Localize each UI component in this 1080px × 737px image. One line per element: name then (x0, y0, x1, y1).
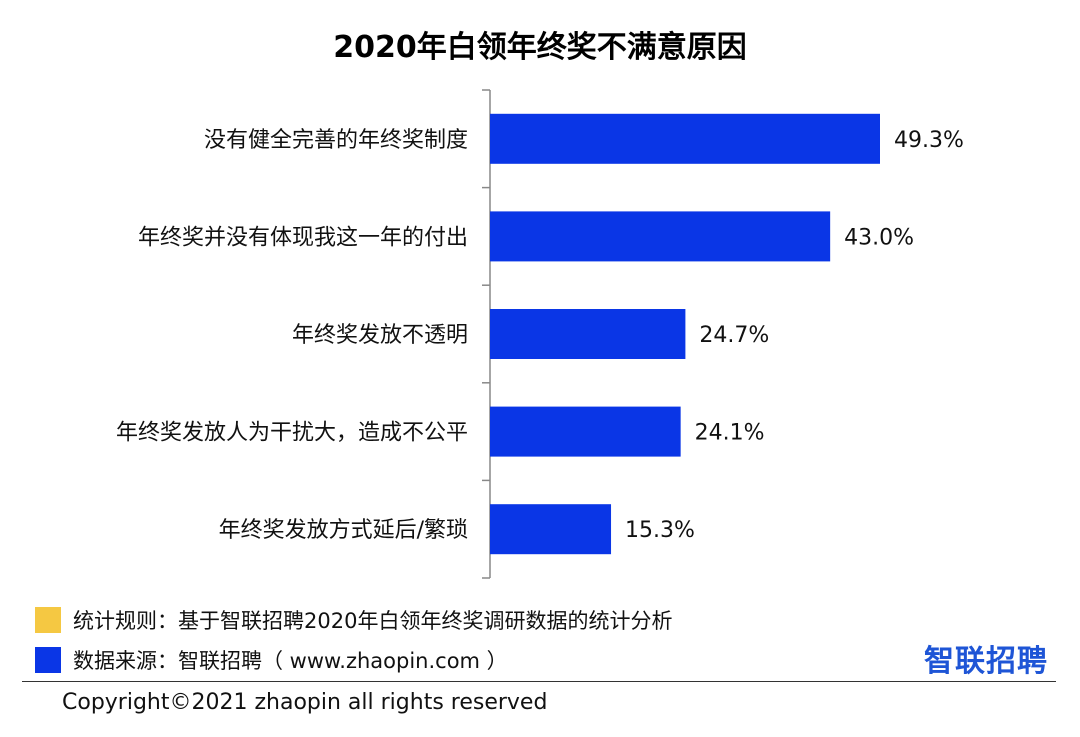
value-label: 24.1% (695, 421, 765, 446)
bar (490, 113, 880, 164)
copyright-text: Copyright©2021 zhaopin all rights reserv… (62, 690, 548, 715)
category-label: 没有健全完善的年终奖制度 (204, 128, 468, 153)
value-label: 15.3% (625, 518, 695, 543)
legend-source-text: 数据来源：智联招聘（ www.zhaopin.com ） (73, 649, 508, 673)
axis (482, 89, 491, 579)
footer-divider (22, 681, 1056, 682)
legend-rule-text: 统计规则：基于智联招聘2020年白领年终奖调研数据的统计分析 (73, 609, 673, 633)
legend-source: 数据来源：智联招聘（ www.zhaopin.com ） (35, 646, 508, 674)
value-label: 43.0% (844, 225, 914, 250)
bar (490, 211, 831, 262)
bar (490, 309, 686, 359)
category-label: 年终奖发放方式延后/繁琐 (219, 518, 468, 543)
legend-swatch-yellow (35, 607, 61, 633)
category-labels: 没有健全完善的年终奖制度年终奖并没有体现我这一年的付出年终奖发放不透明年终奖发放… (116, 128, 468, 543)
legend-rule: 统计规则：基于智联招聘2020年白领年终奖调研数据的统计分析 (35, 606, 672, 634)
bar-chart: 没有健全完善的年终奖制度年终奖并没有体现我这一年的付出年终奖发放不透明年终奖发放… (116, 89, 964, 579)
value-labels: 49.3% 43.0% 24.7% 24.1% 15.3% (625, 128, 964, 543)
legend-swatch-blue (35, 647, 61, 673)
brand-logo: 智联招聘 (924, 644, 1048, 679)
chart-title: 2020年白领年终奖不满意原因 (333, 30, 747, 65)
value-label: 49.3% (894, 128, 964, 153)
value-label: 24.7% (699, 323, 769, 348)
category-label: 年终奖并没有体现我这一年的付出 (138, 225, 468, 250)
bar (490, 504, 612, 555)
category-label: 年终奖发放人为干扰大，造成不公平 (116, 421, 468, 446)
bar (490, 406, 681, 457)
bars (490, 113, 880, 555)
category-label: 年终奖发放不透明 (292, 323, 468, 348)
